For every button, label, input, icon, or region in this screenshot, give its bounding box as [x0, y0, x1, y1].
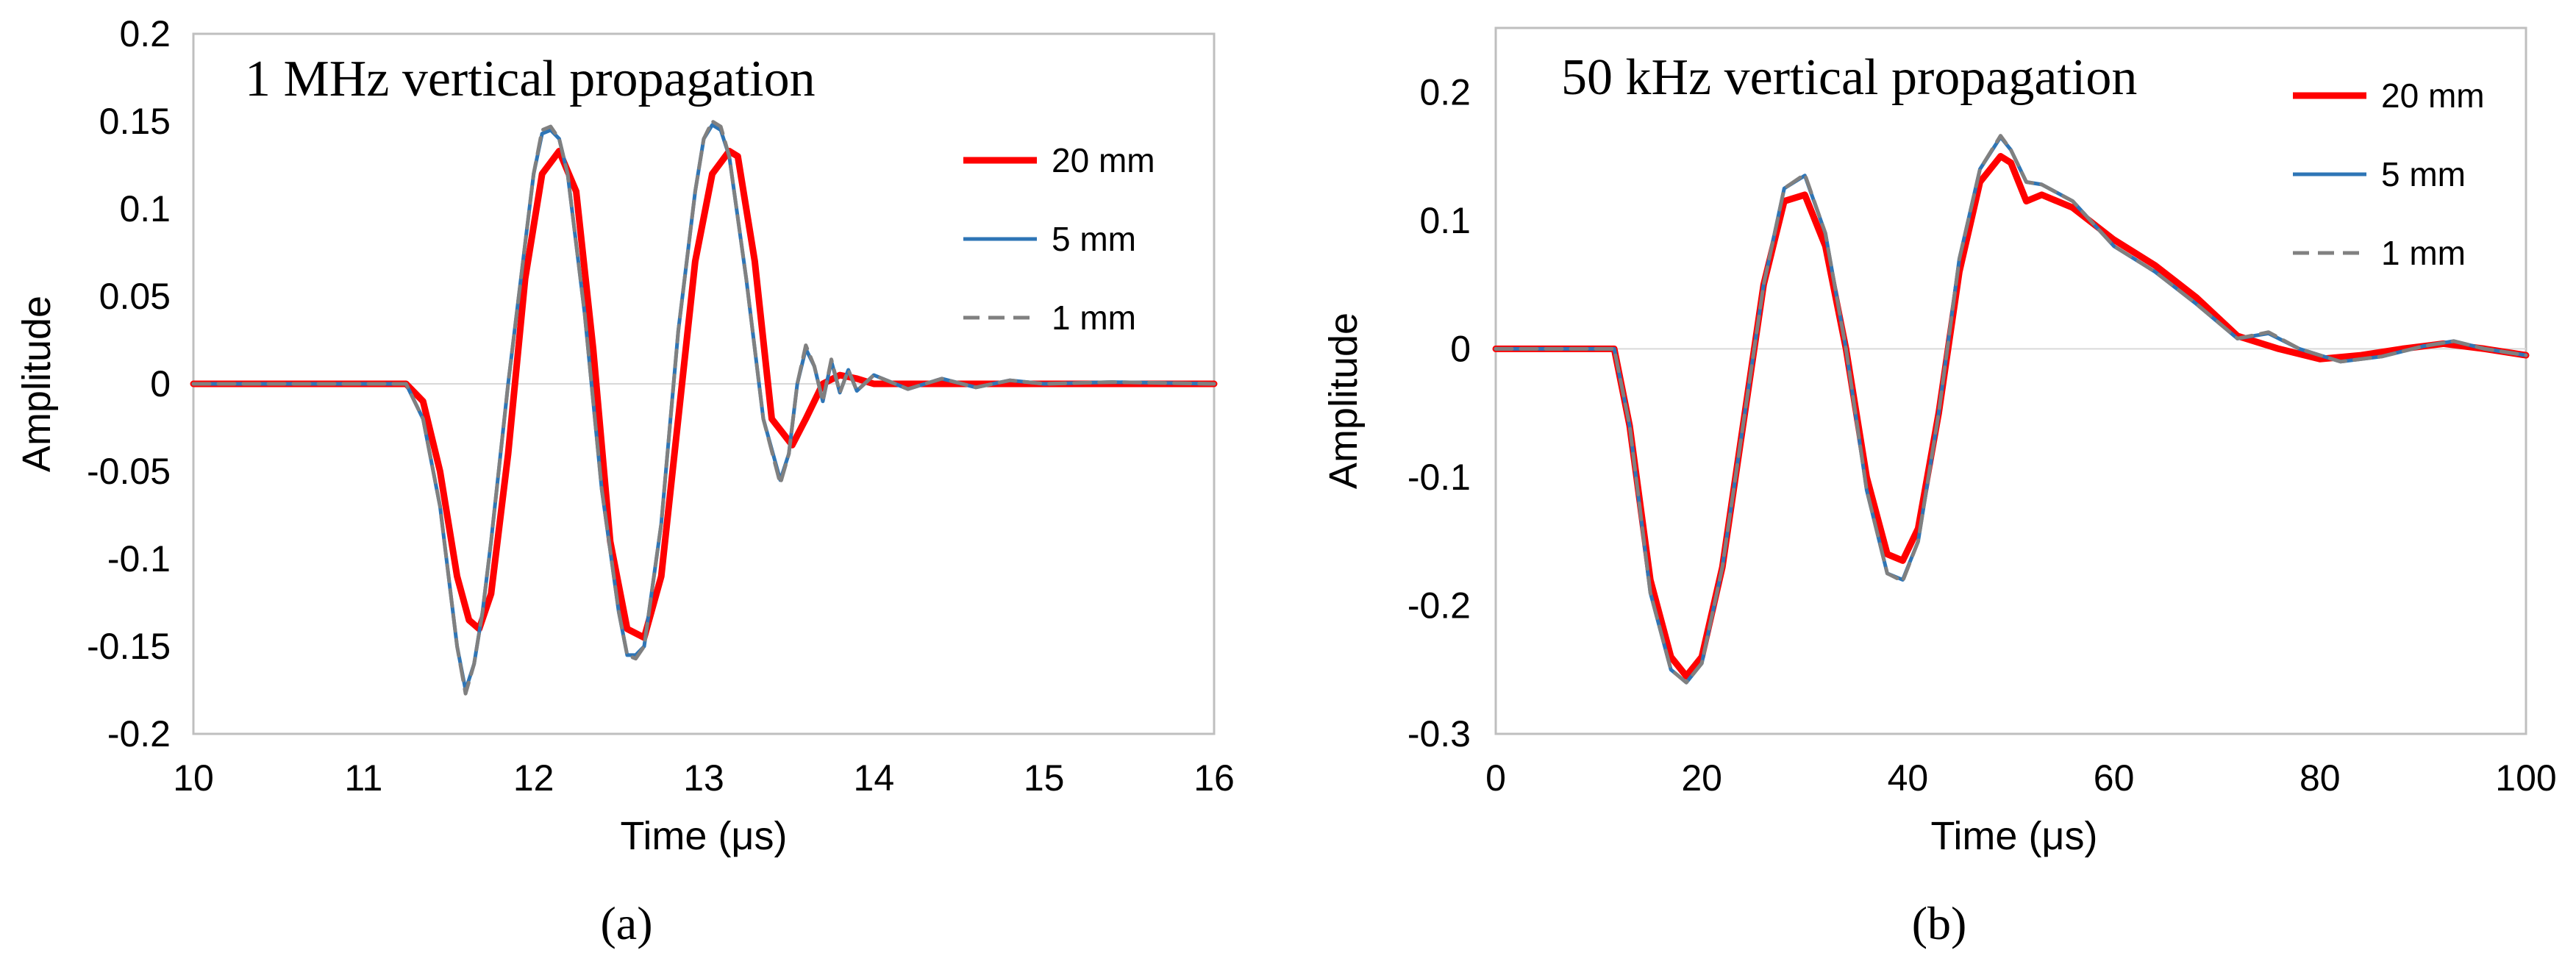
y-axis-label-b: Amplitude [1321, 313, 1366, 489]
y-tick-label: 0.1 [119, 188, 171, 229]
legend-label: 20 mm [2381, 76, 2485, 115]
x-tick-label: 0 [1485, 757, 1506, 799]
x-tick-label: 60 [2094, 757, 2135, 799]
chart-title-b: 50 kHz vertical propagation [1561, 49, 2137, 106]
y-tick-label: 0.2 [1419, 71, 1471, 113]
legend-label: 5 mm [2381, 155, 2466, 193]
legend-b: 20 mm 5 mm 1 mm [2293, 76, 2485, 272]
y-tick-label: 0.1 [1419, 200, 1471, 241]
x-tick-label: 80 [2300, 757, 2341, 799]
x-tick-label: 10 [173, 757, 214, 799]
legend-label: 1 mm [2381, 234, 2466, 272]
legend-a: 20 mm 5 mm 1 mm [963, 141, 1155, 337]
x-tick-label: 12 [513, 757, 554, 799]
y-tick-label: -0.2 [107, 713, 171, 754]
y-tick-label: -0.05 [87, 451, 171, 492]
chart-title-a: 1 MHz vertical propagation [245, 51, 816, 107]
y-tick-label: -0.2 [1407, 585, 1471, 626]
y-tick-label: 0 [1450, 328, 1471, 369]
caption-b: (b) [1912, 897, 1967, 949]
x-tick-label: 40 [1888, 757, 1929, 799]
series-line-1-mm [1494, 134, 2528, 685]
x-tick-label: 20 [1681, 757, 1722, 799]
y-tick-label: 0.2 [119, 13, 171, 54]
series-b [1492, 134, 2530, 685]
y-tick-label: -0.1 [107, 538, 171, 579]
x-tick-label: 16 [1194, 757, 1235, 799]
chart-panel-a: 10 11 12 13 14 15 16 0.2 0.15 0.1 0.05 0 -0.05 -0.1 -0… [15, 13, 1235, 949]
chart-panel-b: 0 20 40 60 80 100 0.2 0.1 0 -0.1 -0.2 -0.3 50 kHz v… [1321, 26, 2557, 949]
y-tick-label: -0.3 [1407, 713, 1471, 754]
y-tick-label: -0.1 [1407, 457, 1471, 498]
y-tick-label: -0.15 [87, 626, 171, 667]
plot-area-b [1494, 26, 2527, 735]
caption-a: (a) [600, 897, 652, 949]
legend-label: 20 mm [1052, 141, 1155, 179]
x-axis-label-b: Time (μs) [1930, 814, 2097, 858]
y-tick-label: 0 [150, 363, 171, 404]
y-tick-label: 0.05 [99, 276, 171, 317]
legend-label: 5 mm [1052, 220, 1136, 258]
x-tick-label: 13 [683, 757, 724, 799]
x-tick-label: 100 [2495, 757, 2556, 799]
x-tick-label: 11 [344, 757, 382, 799]
ticks-b: 0 20 40 60 80 100 0.2 0.1 0 -0.1 -0.2 -0.3 [1407, 71, 2557, 799]
y-axis-label-a: Amplitude [15, 296, 59, 472]
y-tick-label: 0.15 [99, 101, 171, 142]
x-tick-label: 14 [854, 757, 895, 799]
legend-label: 1 mm [1052, 299, 1136, 337]
x-tick-label: 15 [1024, 757, 1065, 799]
series-line-1-mm [191, 119, 1216, 696]
series-a [190, 119, 1218, 696]
x-axis-label-a: Time (μs) [620, 814, 787, 858]
